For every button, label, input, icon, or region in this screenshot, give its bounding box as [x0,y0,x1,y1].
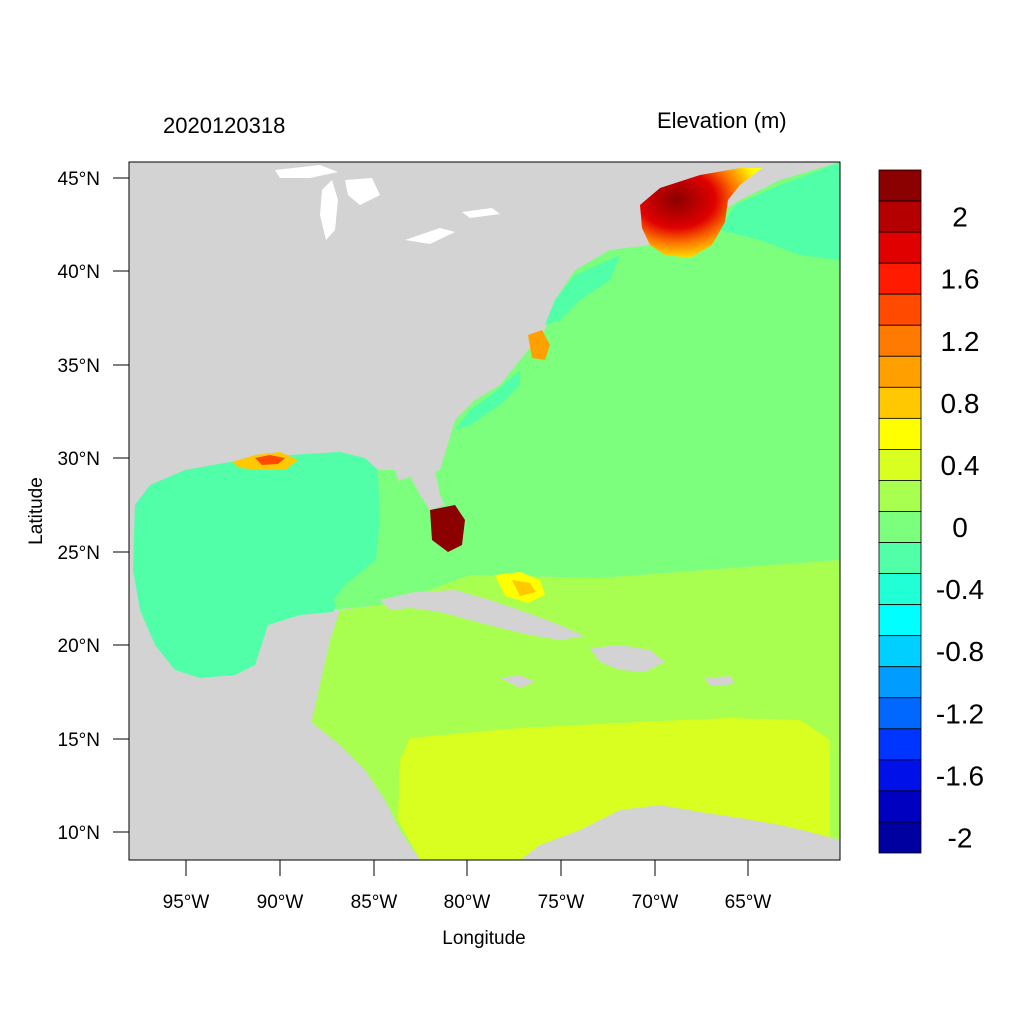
y-tick-label: 20°N [58,636,100,657]
colorbar-label: 0.4 [941,450,980,481]
colorbar-box [878,293,922,326]
lake-erie [405,228,455,244]
y-tick-label: 15°N [58,730,100,751]
colorbar-box [878,728,922,761]
colorbar-box [878,635,922,668]
y-axis: 45°N 40°N 35°N 30°N 25°N 20°N 15°N 10°N … [26,169,129,844]
colorbar-box [878,169,922,202]
x-axis: 95°W 90°W 85°W 80°W 75°W 70°W 65°W Longi… [163,860,772,949]
colorbar-box [878,573,922,606]
carolina-surge [528,330,550,360]
hispaniola-land [590,645,665,672]
y-tick-label: 45°N [58,169,100,190]
x-tick-label: 90°W [257,892,304,913]
northeast-coastal-band [720,162,840,260]
lake-huron [345,178,380,205]
colorbar-label: 2 [952,202,968,233]
colorbar [878,169,922,854]
colorbar-box [878,821,922,854]
jamaica-land [500,675,535,688]
maine-surge [640,168,762,258]
x-tick-label: 85°W [351,892,398,913]
cuba-land [380,590,585,640]
colorbar-box [878,262,922,295]
y-tick-label: 25°N [58,543,100,564]
colorbar-box [878,697,922,730]
colorbar-labels: 2 1.6 1.2 0.8 0.4 0 -0.4 -0.8 -1.2 -1.6 -2 [936,202,984,854]
colorbar-box [878,511,922,543]
colorbar-box [878,324,922,357]
colorbar-box [878,417,922,450]
colorbar-label: 0.8 [941,388,980,419]
colorbar-label: 0 [952,512,968,543]
colorbar-label: -0.8 [936,636,984,667]
colorbar-box [878,355,922,388]
colorbar-box [878,542,922,574]
x-tick-label: 75°W [538,892,585,913]
colorbar-label: -1.6 [936,760,984,791]
y-tick-label: 40°N [58,262,100,283]
colorbar-label: 1.2 [941,326,980,357]
x-tick-label: 80°W [444,892,491,913]
colorbar-box [878,449,922,481]
lake-michigan [320,180,338,240]
florida-peninsula-surge [430,505,465,552]
puerto-rico-land [705,676,735,686]
y-tick-label: 30°N [58,449,100,470]
plot-frame [128,161,841,861]
y-tick-label: 10°N [58,823,100,844]
atlantic-zone [330,162,840,610]
southeast-coastal-band [455,370,520,430]
date-label: 2020120318 [163,113,285,138]
midatlantic-band [545,255,620,325]
colorbar-label: 1.6 [941,264,980,295]
lake-superior [275,165,338,178]
colorbar-box [878,231,922,264]
colorbar-box [878,759,922,792]
colorbar-label: -2 [948,822,973,853]
central-america-land [129,710,420,860]
bahamas-surge-core [512,580,536,596]
colorbar-box [878,386,922,419]
y-axis-label: Latitude [26,477,47,545]
y-tick-label: 35°N [58,356,100,377]
south-america-land [520,805,840,860]
colorbar-label: -0.4 [936,574,984,605]
louisiana-coast-surge-core [255,455,285,465]
colorbar-box [878,790,922,823]
florida-land [405,460,445,510]
lake-ontario [462,208,500,218]
colorbar-box [878,480,922,512]
colorbar-box [878,666,922,699]
x-tick-label: 65°W [725,892,772,913]
colorbar-label: -1.2 [936,698,984,729]
colorbar-box [878,604,922,637]
x-tick-label: 95°W [163,892,210,913]
colorbar-box [878,200,922,233]
variable-label: Elevation (m) [657,108,787,133]
yucatan-channel [333,470,410,610]
x-axis-label: Longitude [442,928,525,949]
gulf-of-mexico [133,452,380,678]
map-plot [129,162,840,860]
x-tick-label: 70°W [632,892,679,913]
